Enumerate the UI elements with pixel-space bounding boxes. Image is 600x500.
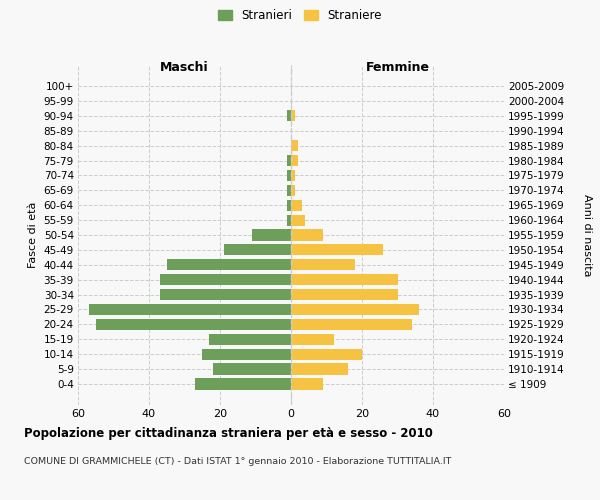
Bar — [291, 334, 334, 345]
Bar — [291, 244, 383, 256]
Y-axis label: Fasce di età: Fasce di età — [28, 202, 38, 268]
Bar — [213, 364, 291, 374]
Bar — [224, 244, 291, 256]
Bar — [195, 378, 291, 390]
Bar — [252, 230, 291, 240]
Bar — [287, 170, 291, 181]
Bar — [287, 214, 291, 226]
Bar — [287, 184, 291, 196]
Bar — [160, 274, 291, 285]
Bar — [287, 110, 291, 122]
Bar — [291, 348, 362, 360]
Bar — [291, 170, 295, 181]
Legend: Stranieri, Straniere: Stranieri, Straniere — [214, 6, 386, 26]
Bar — [202, 348, 291, 360]
Bar — [291, 155, 298, 166]
Bar — [291, 110, 295, 122]
Bar — [291, 364, 348, 374]
Y-axis label: Anni di nascita: Anni di nascita — [581, 194, 592, 276]
Bar — [160, 289, 291, 300]
Bar — [291, 274, 398, 285]
Bar — [291, 289, 398, 300]
Text: Femmine: Femmine — [365, 61, 430, 74]
Bar — [291, 378, 323, 390]
Bar — [291, 259, 355, 270]
Bar — [291, 184, 295, 196]
Bar — [291, 200, 302, 211]
Bar — [291, 304, 419, 315]
Bar — [287, 155, 291, 166]
Bar — [209, 334, 291, 345]
Bar — [96, 319, 291, 330]
Bar — [291, 230, 323, 240]
Bar — [291, 140, 298, 151]
Bar — [291, 319, 412, 330]
Text: Popolazione per cittadinanza straniera per età e sesso - 2010: Popolazione per cittadinanza straniera p… — [24, 428, 433, 440]
Bar — [167, 259, 291, 270]
Bar — [287, 200, 291, 211]
Bar — [89, 304, 291, 315]
Bar — [291, 214, 305, 226]
Text: Maschi: Maschi — [160, 61, 209, 74]
Text: COMUNE DI GRAMMICHELE (CT) - Dati ISTAT 1° gennaio 2010 - Elaborazione TUTTITALI: COMUNE DI GRAMMICHELE (CT) - Dati ISTAT … — [24, 458, 451, 466]
